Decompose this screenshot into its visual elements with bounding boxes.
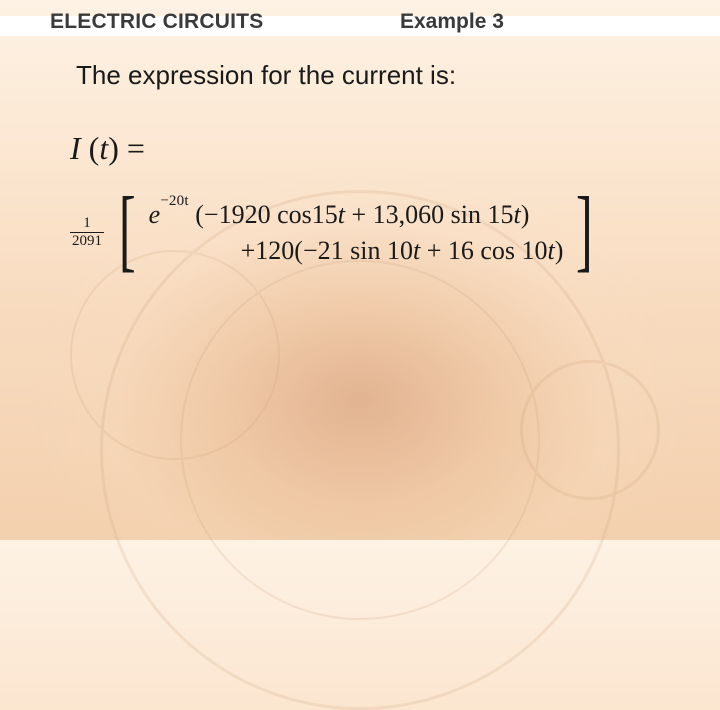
header-title-right: Example 3 — [400, 10, 504, 34]
left-bracket: [ — [119, 194, 136, 266]
statement-text: The expression for the current is: — [76, 60, 456, 91]
equation-lhs: I (t) = — [70, 130, 690, 167]
equation-body: e−20t (−1920 cos15t + 13,060 sin 15t) +1… — [149, 200, 564, 266]
header-title-left: ELECTRIC CIRCUITS — [50, 10, 263, 34]
equation-line1: e−20t (−1920 cos15t + 13,060 sin 15t) — [149, 200, 564, 230]
equation-line2: +120(−21 sin 10t + 16 cos 10t) — [149, 236, 564, 266]
fraction-numerator: 1 — [80, 216, 94, 233]
equation: I (t) = 1 2091 [ e−20t (−1920 cos15t + 1… — [70, 130, 690, 269]
equation-fraction: 1 2091 — [70, 216, 104, 251]
fraction-denominator: 2091 — [70, 232, 104, 250]
equation-rhs: 1 2091 [ e−20t (−1920 cos15t + 13,060 si… — [70, 197, 690, 269]
header: ELECTRIC CIRCUITS Example 3 — [0, 0, 720, 40]
right-bracket: ] — [576, 194, 593, 266]
